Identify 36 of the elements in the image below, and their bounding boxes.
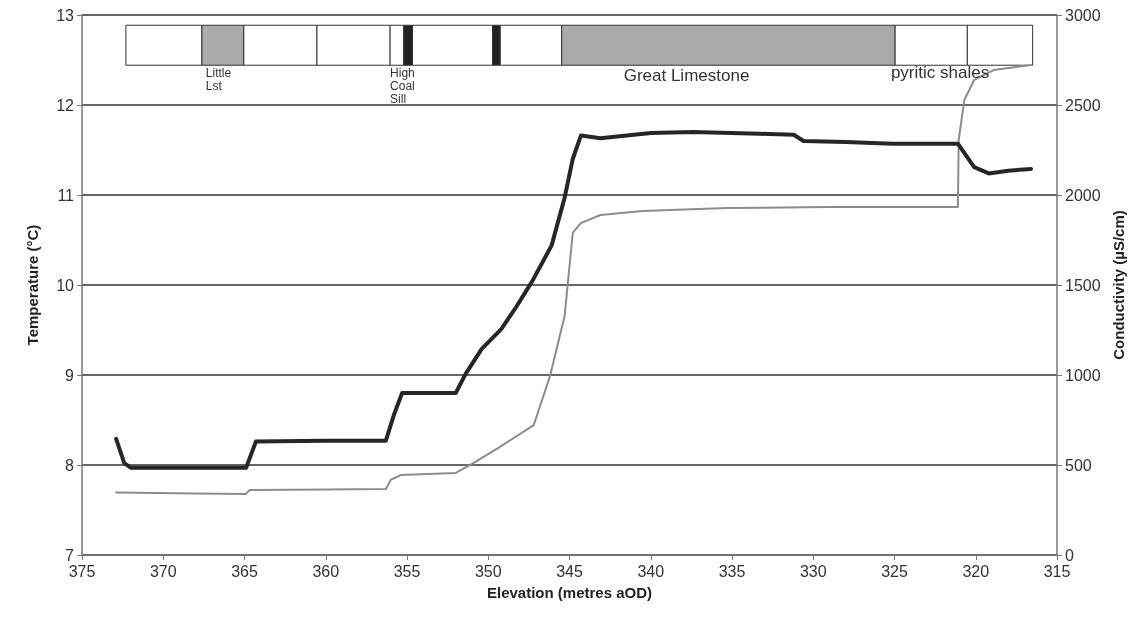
x-tick-label: 315: [1043, 562, 1071, 580]
annotation: Little Lst: [205, 65, 232, 93]
y2-tick-label: 1000: [1065, 366, 1101, 384]
x-tick-label: 375: [68, 562, 96, 580]
x-tick-label: 330: [799, 562, 827, 580]
y2-tick-label: 2500: [1065, 96, 1101, 114]
y-tick-label: 9: [65, 366, 75, 384]
x-tick-label: 370: [149, 562, 177, 580]
x-tick-label: 345: [556, 562, 583, 580]
y-axis-title: Temperature (°C): [24, 224, 41, 346]
y-tick-label: 13: [56, 6, 75, 24]
y2-axis-title: Conductivity (µS/cm): [1110, 210, 1128, 360]
y2-tick-label: 0: [1065, 546, 1074, 564]
y-tick-label: 11: [57, 186, 75, 204]
y-tick-label: 12: [56, 96, 75, 114]
y2-tick-label: 500: [1065, 456, 1092, 474]
y2-tick-label: 1500: [1065, 276, 1101, 294]
x-tick-label: 325: [881, 562, 908, 580]
annotation: Great Limestone: [623, 65, 750, 85]
y-tick-label: 7: [65, 546, 75, 564]
line-series: [115, 64, 1032, 495]
x-tick-label: 320: [962, 562, 990, 580]
x-tick-label: 355: [393, 562, 421, 580]
x-tick-label: 360: [312, 562, 340, 580]
annotation: High Coal Sill: [390, 65, 415, 106]
y2-tick-label: 3000: [1065, 6, 1101, 24]
x-tick-label: 350: [474, 562, 502, 580]
y-tick-label: 8: [65, 456, 75, 474]
x-tick-label: 335: [718, 562, 746, 580]
x-axis-title: Elevation (metres aOD): [486, 584, 653, 601]
y2-tick-label: 2000: [1065, 186, 1101, 204]
annotation: pyritic shales: [890, 63, 990, 83]
x-tick-label: 340: [637, 562, 665, 580]
line-series: [114, 130, 1033, 470]
x-tick-label: 365: [231, 562, 258, 580]
y-tick-label: 10: [56, 276, 75, 294]
